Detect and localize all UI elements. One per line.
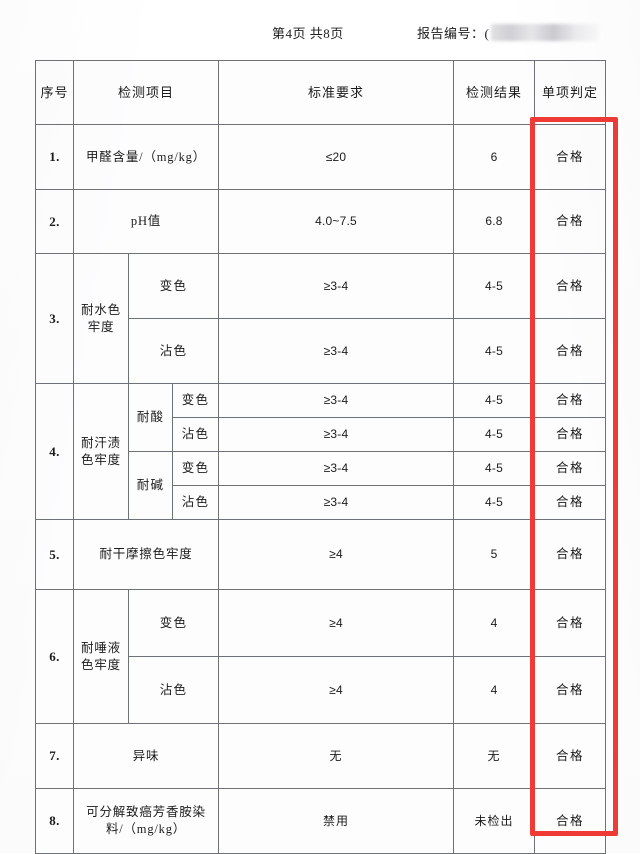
row-index: 4. xyxy=(35,383,74,520)
row-index: 8. xyxy=(35,788,74,854)
row-result: 5 xyxy=(453,519,536,590)
row-subitem-label: 变色 xyxy=(171,383,220,418)
row-verdict: 合格 xyxy=(534,451,607,486)
row-item: 耐唾液色牢度 xyxy=(73,589,129,724)
row-subitem-label: 沾色 xyxy=(171,485,220,520)
row-item: pH值 xyxy=(72,189,220,254)
row-verdict: 合格 xyxy=(534,124,607,190)
table-row: 沾色 ≥3-4 4-5 合格 xyxy=(36,318,607,384)
row-subitem-label: 沾色 xyxy=(127,318,220,384)
table-row: 沾色 ≥4 4 合格 xyxy=(36,656,607,724)
row-item-line2: 料/（mg/kg） xyxy=(105,822,187,836)
row-result: 无 xyxy=(453,723,536,789)
row-item: 可分解致癌芳香胺染 料/（mg/kg） xyxy=(72,788,220,854)
column-header-result: 检测结果 xyxy=(453,60,536,125)
row-verdict: 合格 xyxy=(534,519,607,590)
row-result: 6.8 xyxy=(453,189,536,254)
redacted-block xyxy=(491,23,600,41)
table-row: 6. 耐唾液色牢度 变色 ≥4 4 合格 xyxy=(35,589,607,724)
table-row: 1. 甲醛含量/（mg/kg） ≤20 6 合格 xyxy=(35,124,607,190)
column-header-index: 序号 xyxy=(35,60,74,125)
row-result: 4 xyxy=(453,656,536,724)
row-subitem-label: 变色 xyxy=(171,451,220,486)
row-spec: ≥4 xyxy=(218,656,455,724)
row-subitem-label: 沾色 xyxy=(171,417,220,452)
row-verdict: 合格 xyxy=(534,417,607,452)
row-spec: 无 xyxy=(218,723,455,789)
row-subitem-label: 变色 xyxy=(127,253,220,319)
row-result: 4-5 xyxy=(453,318,536,384)
column-header-verdict: 单项判定 xyxy=(534,60,607,125)
row-result: 4-5 xyxy=(453,451,536,486)
row-item: 异味 xyxy=(72,723,220,789)
table-header-row: 序号 检测项目 标准要求 检测结果 单项判定 xyxy=(35,60,607,125)
row-result: 4-5 xyxy=(453,253,536,319)
row-result: 4-5 xyxy=(453,485,536,520)
table-row: 4. 耐汗渍色牢度 耐酸 变色 ≥3-4 4-5 合格 xyxy=(35,383,607,520)
row-spec: ≥3-4 xyxy=(218,417,455,452)
row-spec: ≥4 xyxy=(218,519,455,590)
row-index: 1. xyxy=(35,124,74,190)
table-row: 3. 耐水色牢度 变色 ≥3-4 4-5 合格 xyxy=(35,253,607,384)
row-verdict: 合格 xyxy=(534,383,607,418)
row-spec: ≥3-4 xyxy=(218,485,455,520)
report-number-field: 报告编号：( xyxy=(417,23,600,42)
table-row: 2. pH值 4.0~7.5 6.8 合格 xyxy=(35,189,607,254)
row-spec: 禁用 xyxy=(218,788,455,854)
row-item-line1: 可分解致癌芳香胺染 xyxy=(86,805,206,820)
row-verdict: 合格 xyxy=(534,589,607,657)
row-index: 5. xyxy=(35,519,74,590)
row-spec: ≥3-4 xyxy=(218,383,455,418)
row-verdict: 合格 xyxy=(534,253,607,319)
table-row: 沾色 ≥3-4 4-5 合格 xyxy=(36,417,607,452)
page-indicator: 第4页 共8页 xyxy=(272,25,344,41)
row-item-text: 甲醛含量/（mg/kg） xyxy=(85,149,207,164)
row-spec: ≥4 xyxy=(218,589,455,657)
row-item: 甲醛含量/（mg/kg） xyxy=(72,124,220,190)
row-index: 6. xyxy=(35,589,74,724)
document-header: 第4页 共8页 报告编号：( xyxy=(0,20,640,44)
row-verdict: 合格 xyxy=(534,723,607,789)
row-verdict: 合格 xyxy=(534,485,607,520)
row-result: 4-5 xyxy=(453,417,536,452)
row-verdict: 合格 xyxy=(534,318,607,384)
table-row: 8. 可分解致癌芳香胺染 料/（mg/kg） 禁用 未检出 合格 xyxy=(35,788,607,854)
row-item: 耐干摩擦色牢度 xyxy=(72,519,220,590)
row-spec: 4.0~7.5 xyxy=(218,189,455,254)
test-results-table: 序号 检测项目 标准要求 检测结果 单项判定 1. 甲醛含量/（mg/kg） ≤… xyxy=(35,60,607,854)
row-spec: ≥3-4 xyxy=(218,253,455,319)
table-row: 耐碱 变色 ≥3-4 4-5 合格 xyxy=(36,451,607,520)
row-verdict: 合格 xyxy=(534,656,607,724)
row-spec: ≥3-4 xyxy=(218,318,455,384)
row-index: 3. xyxy=(35,253,74,384)
row-verdict: 合格 xyxy=(534,788,607,854)
report-number-label: 报告编号：( xyxy=(417,25,490,41)
column-header-spec: 标准要求 xyxy=(218,60,455,125)
table-row: 5. 耐干摩擦色牢度 ≥4 5 合格 xyxy=(35,519,607,590)
column-header-item: 检测项目 xyxy=(72,60,220,125)
row-index: 2. xyxy=(35,189,74,254)
row-subitem-label: 变色 xyxy=(127,589,220,657)
row-result: 4 xyxy=(453,589,536,657)
row-group-label: 耐碱 xyxy=(128,451,173,520)
row-result: 未检出 xyxy=(453,788,536,854)
row-spec: ≥3-4 xyxy=(218,451,455,486)
row-item: 耐水色牢度 xyxy=(73,253,129,384)
row-verdict: 合格 xyxy=(534,189,607,254)
table-row: 沾色 ≥3-4 4-5 合格 xyxy=(36,485,607,520)
row-result: 4-5 xyxy=(453,383,536,418)
row-subitem-label: 沾色 xyxy=(127,656,220,724)
row-group-label: 耐酸 xyxy=(128,383,173,452)
row-item: 耐汗渍色牢度 xyxy=(73,383,129,520)
row-result: 6 xyxy=(453,124,536,190)
row-spec: ≤20 xyxy=(218,124,455,190)
table-row: 7. 异味 无 无 合格 xyxy=(35,723,607,789)
row-index: 7. xyxy=(35,723,74,789)
